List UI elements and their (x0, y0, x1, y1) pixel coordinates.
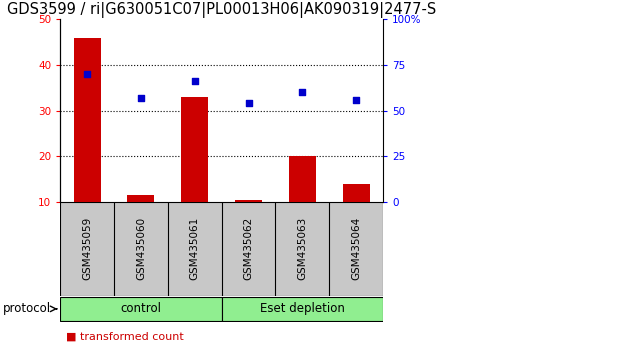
Text: control: control (120, 302, 161, 315)
Title: GDS3599 / ri|G630051C07|PL00013H06|AK090319|2477-S: GDS3599 / ri|G630051C07|PL00013H06|AK090… (7, 2, 436, 18)
Bar (235, 200, 262, 202)
Point (352, 97, 361, 103)
Point (190, 79, 200, 84)
Text: GSM435062: GSM435062 (244, 217, 254, 280)
Bar (128, 195, 154, 202)
Text: GSM435063: GSM435063 (298, 217, 308, 280)
Point (244, 101, 254, 106)
Text: GSM435061: GSM435061 (190, 217, 200, 280)
Bar (289, 156, 316, 202)
Bar (343, 184, 370, 202)
Bar (74, 38, 100, 202)
Text: Eset depletion: Eset depletion (260, 302, 345, 315)
Bar (181, 97, 208, 202)
Point (82, 72, 92, 77)
Text: GSM435059: GSM435059 (82, 217, 92, 280)
Bar (222, 297, 383, 321)
Text: protocol: protocol (3, 302, 51, 315)
Text: ■ transformed count: ■ transformed count (66, 331, 184, 341)
Bar (60, 297, 222, 321)
Text: GSM435064: GSM435064 (352, 217, 361, 280)
Point (298, 90, 308, 95)
Text: GSM435060: GSM435060 (136, 217, 146, 280)
Point (136, 95, 146, 101)
